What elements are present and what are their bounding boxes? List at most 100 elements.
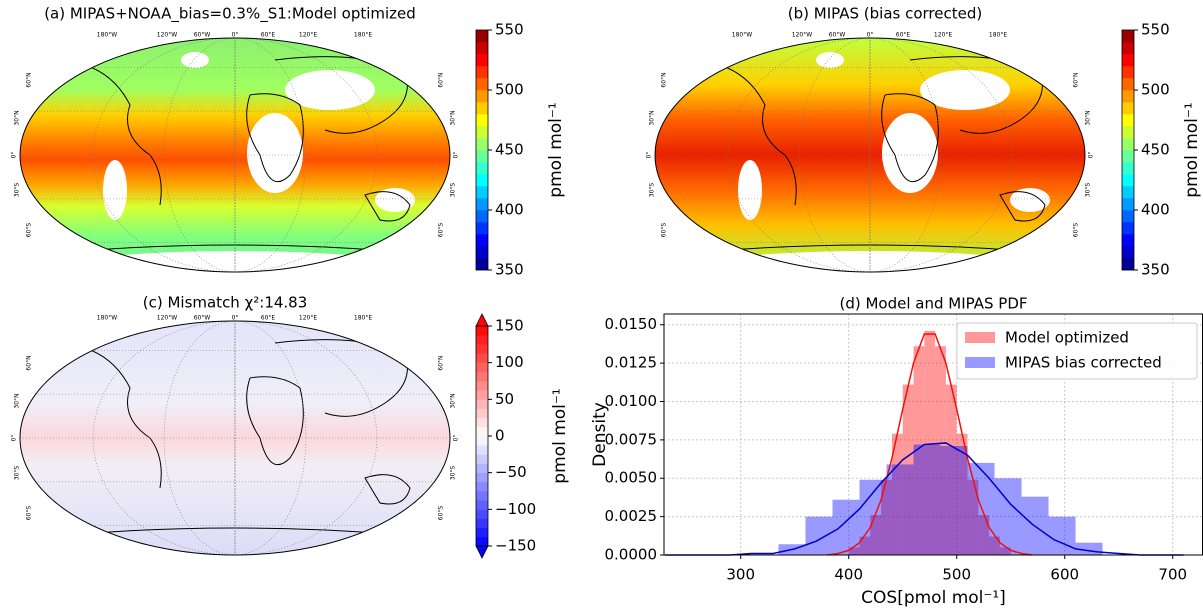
colorbar-step	[1122, 90, 1134, 103]
colorbar-step	[476, 335, 488, 345]
map-field	[655, 38, 1085, 272]
legend-box	[956, 322, 1198, 380]
lat-label: 30°S	[449, 183, 456, 198]
lon-label: 180°W	[97, 315, 117, 322]
lat-label: 30°N	[449, 393, 456, 408]
colorbar-step	[476, 66, 488, 79]
y-tick-label: 0.0125	[605, 354, 658, 372]
map-outline	[19, 320, 451, 556]
colorbar-step	[476, 381, 488, 391]
lat-label: 30°S	[649, 183, 656, 198]
colorbar-step	[476, 90, 488, 103]
land	[247, 113, 303, 193]
colorbar-step	[476, 246, 488, 259]
lat-label: 30°N	[449, 110, 456, 125]
map-title: (b) MIPAS (bias corrected)	[788, 5, 982, 23]
lon-label: 120°E	[934, 32, 952, 39]
coastline	[84, 64, 162, 206]
lat-label: 30°N	[649, 110, 656, 125]
coastline	[909, 56, 1043, 134]
histogram-bar	[891, 433, 903, 555]
lat-label: 30°S	[14, 466, 21, 481]
lat-label: 0°	[453, 152, 460, 159]
coastline	[274, 339, 408, 417]
colorbar-step	[1122, 138, 1134, 151]
lon-label: 60°E	[261, 315, 276, 322]
coastline	[364, 191, 411, 222]
colorbar-step	[476, 417, 488, 428]
y-tick-label: 0.0150	[605, 315, 658, 333]
histogram-bar	[832, 499, 860, 555]
lat-label: 60°S	[26, 223, 33, 238]
y-tick-label: 0.0025	[605, 507, 658, 525]
colorbar-step	[476, 174, 488, 187]
lon-label: 120°E	[299, 315, 317, 322]
meridian	[163, 38, 307, 272]
colorbar-step	[476, 78, 488, 91]
land	[103, 160, 127, 220]
colorbar-step	[1122, 258, 1134, 271]
lat-label: 60°N	[26, 355, 33, 370]
map-title: (c) Mismatch χ²:14.83	[143, 294, 308, 312]
chart-title: (d) Model and MIPAS PDF	[839, 295, 1027, 313]
lon-label: 180°E	[354, 315, 372, 322]
colorbar-tick-label: 550	[495, 21, 524, 39]
y-axis-label: Density	[590, 402, 610, 467]
histogram-bar	[913, 346, 925, 555]
lat-label: 60°N	[661, 72, 668, 87]
colorbar-step	[1122, 66, 1134, 79]
land	[920, 70, 1010, 110]
colorbar-step	[476, 408, 488, 418]
y-tick-label: 0.0000	[605, 546, 658, 564]
colorbar-step	[476, 500, 488, 510]
coastline	[246, 93, 304, 183]
histogram-bar	[859, 479, 887, 555]
colorbar-tick-label: 550	[1141, 21, 1170, 39]
lat-label: 0°	[11, 435, 18, 442]
histogram-bar	[870, 515, 882, 555]
legend-label: Model optimized	[1005, 329, 1129, 347]
colorbar-tick-label: 100	[495, 353, 524, 371]
map-field	[20, 321, 450, 555]
histogram-bar	[881, 479, 892, 555]
land	[285, 70, 375, 110]
histogram-bar	[935, 346, 946, 555]
lat-label: 30°N	[14, 393, 21, 408]
y-tick-label: 0.0100	[605, 392, 658, 410]
lat-label: 60°N	[26, 72, 33, 87]
histogram-bar	[886, 464, 914, 555]
lon-label: 120°E	[299, 32, 317, 39]
colorbar-step	[1122, 42, 1134, 55]
lon-label: 120°W	[157, 315, 177, 322]
colorbar-step	[476, 210, 488, 223]
x-tick-label: 500	[942, 566, 971, 584]
land	[882, 113, 938, 193]
colorbar-tick-label: 400	[495, 201, 524, 219]
colorbar-step	[476, 454, 488, 464]
histogram-bar	[940, 446, 968, 555]
lat-label: 30°N	[1084, 110, 1091, 125]
meridian	[727, 38, 1013, 272]
land	[1010, 188, 1050, 212]
colorbar-tick-label: 400	[1141, 201, 1170, 219]
colorbar-step	[476, 234, 488, 247]
histogram-bar	[989, 536, 1000, 555]
x-tick-label: 600	[1050, 566, 1079, 584]
lon-label: 60°W	[194, 315, 211, 322]
lon-label: 120°W	[792, 32, 812, 39]
lat-label: 0°	[453, 435, 460, 442]
meridian	[163, 321, 307, 555]
colorbar-step	[476, 42, 488, 55]
lat-label: 60°N	[437, 72, 444, 87]
lon-label: 120°W	[157, 32, 177, 39]
colorbar-label: pmol mol⁻¹	[1182, 102, 1202, 197]
coastline	[274, 56, 408, 134]
histogram-bar	[956, 433, 968, 555]
map-field	[20, 38, 450, 272]
colorbar-tick-label: 350	[1141, 261, 1170, 279]
histogram-bar	[859, 536, 871, 555]
colorbar-step	[1122, 234, 1134, 247]
colorbar-tick-label: 500	[495, 81, 524, 99]
lat-label: 30°S	[449, 466, 456, 481]
lon-label: 60°W	[829, 32, 846, 39]
